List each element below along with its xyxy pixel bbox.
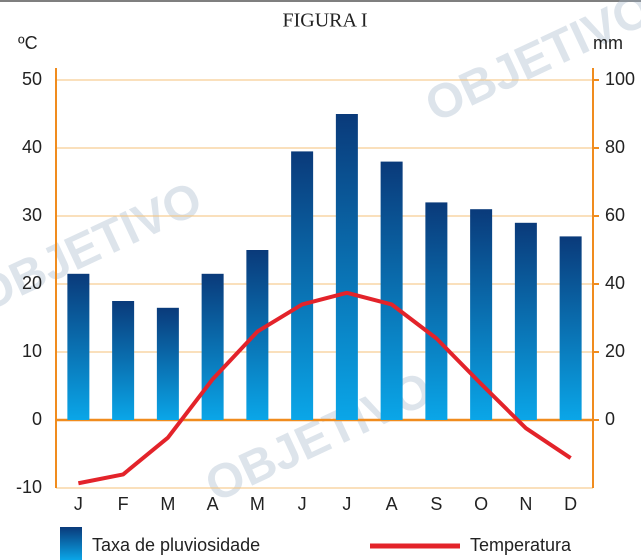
bar (470, 209, 493, 420)
y-tick-label: 20 (22, 273, 42, 293)
watermark: OBJETIVO (418, 0, 641, 133)
x-tick-label: D (564, 494, 577, 514)
y-tick-label: 50 (22, 69, 42, 89)
bar (291, 151, 314, 420)
bar (246, 250, 269, 420)
bar (514, 222, 537, 420)
y2-tick-label: 0 (605, 409, 615, 429)
legend-swatch (60, 527, 82, 560)
y2-axis-label: mm (593, 33, 623, 53)
x-tick-label: M (160, 494, 175, 514)
y-tick-label: 30 (22, 205, 42, 225)
y-tick-label: -10 (16, 477, 42, 497)
chart-title: FIGURA I (282, 10, 367, 32)
x-tick-label: S (430, 494, 442, 514)
x-tick-label: A (386, 494, 398, 514)
x-tick-label: N (519, 494, 532, 514)
y2-tick-label: 60 (605, 205, 625, 225)
y2-tick-label: 20 (605, 341, 625, 361)
x-tick-label: J (342, 494, 351, 514)
x-tick-label: J (74, 494, 83, 514)
x-tick-label: O (474, 494, 488, 514)
legend-label: Temperatura (470, 535, 572, 555)
bar (112, 301, 135, 420)
y2-tick-label: 40 (605, 273, 625, 293)
x-tick-label: M (250, 494, 265, 514)
y-tick-label: 0 (32, 409, 42, 429)
temperature-line (77, 290, 572, 486)
x-tick-label: F (118, 494, 129, 514)
bar (335, 114, 358, 420)
bar (201, 273, 224, 420)
bar (380, 161, 403, 420)
y-axis-label: ºC (18, 33, 38, 53)
bar (559, 236, 582, 420)
bar (156, 307, 179, 420)
x-tick-label: J (298, 494, 307, 514)
y2-tick-label: 100 (605, 69, 635, 89)
y-tick-label: 10 (22, 341, 42, 361)
bar (425, 202, 448, 420)
legend-label: Taxa de pluviosidade (92, 535, 260, 555)
watermark: OBJETIVO (0, 172, 210, 323)
x-tick-label: A (207, 494, 219, 514)
bar (67, 273, 90, 420)
y-tick-label: 40 (22, 137, 42, 157)
y2-tick-label: 80 (605, 137, 625, 157)
watermark: OBJETIVO (198, 362, 440, 513)
